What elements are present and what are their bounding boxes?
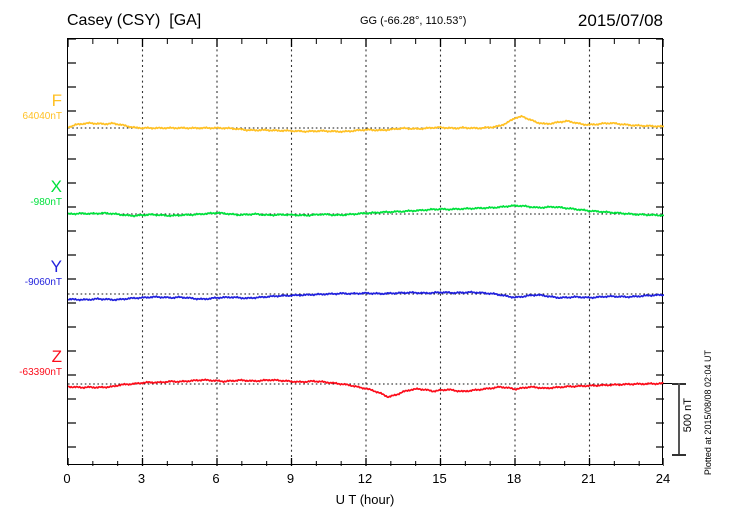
- component-baseline-value-Y: -9060nT: [24, 277, 62, 288]
- trace-Y: [68, 290, 664, 302]
- component-baseline-value-Z: -63390nT: [19, 367, 62, 378]
- scale-bar: [672, 383, 686, 456]
- component-label-Y: Y -9060nT: [0, 258, 62, 289]
- component-baseline-value-X: -980nT: [30, 197, 62, 208]
- component-baseline-value-F: 64040nT: [22, 111, 62, 122]
- scale-bar-label: 500 nT: [682, 398, 694, 433]
- component-baselines: [68, 127, 664, 385]
- component-label-Z: Z -63390nT: [0, 348, 62, 379]
- component-label-X: X -980nT: [0, 178, 62, 209]
- x-tick-label-6: 6: [212, 471, 220, 486]
- component-letter-X: X: [50, 177, 62, 196]
- traces-svg: [68, 39, 664, 466]
- x-tick-label-3: 3: [137, 471, 146, 486]
- x-tick-label-12: 12: [357, 471, 373, 486]
- observation-date: 2015/07/08: [577, 11, 663, 30]
- trace-X: [68, 204, 664, 218]
- plotted-at-timestamp: Plotted at 2015/08/08 02:04 UT: [703, 350, 713, 476]
- component-letter-Z: Z: [51, 347, 62, 366]
- magnetogram-plot-area: [67, 38, 664, 466]
- station-title: Casey (CSY) [GA]: [67, 12, 202, 29]
- component-label-F: F 64040nT: [0, 92, 62, 123]
- component-letter-F: F: [51, 91, 62, 110]
- trace-Z: [68, 378, 664, 399]
- vertical-gridlines: [141, 39, 591, 466]
- x-tick-label-0: 0: [63, 471, 71, 486]
- x-tick-label-24: 24: [655, 471, 671, 486]
- component-traces: [68, 114, 664, 399]
- x-tick-label-18: 18: [506, 471, 522, 486]
- component-letter-Y: Y: [50, 257, 62, 276]
- x-tick-label-9: 9: [286, 471, 295, 486]
- scale-bar-bottom-cap: [672, 454, 686, 456]
- x-tick-label-21: 21: [581, 471, 596, 486]
- x-tick-label-15: 15: [432, 471, 447, 486]
- geographic-coordinates: GG (-66.28°, 110.53°): [360, 15, 467, 27]
- axis-tick-marks: [68, 39, 664, 466]
- trace-F: [68, 114, 664, 134]
- x-axis-title: U T (hour): [335, 492, 395, 507]
- scale-bar-line: [678, 383, 680, 456]
